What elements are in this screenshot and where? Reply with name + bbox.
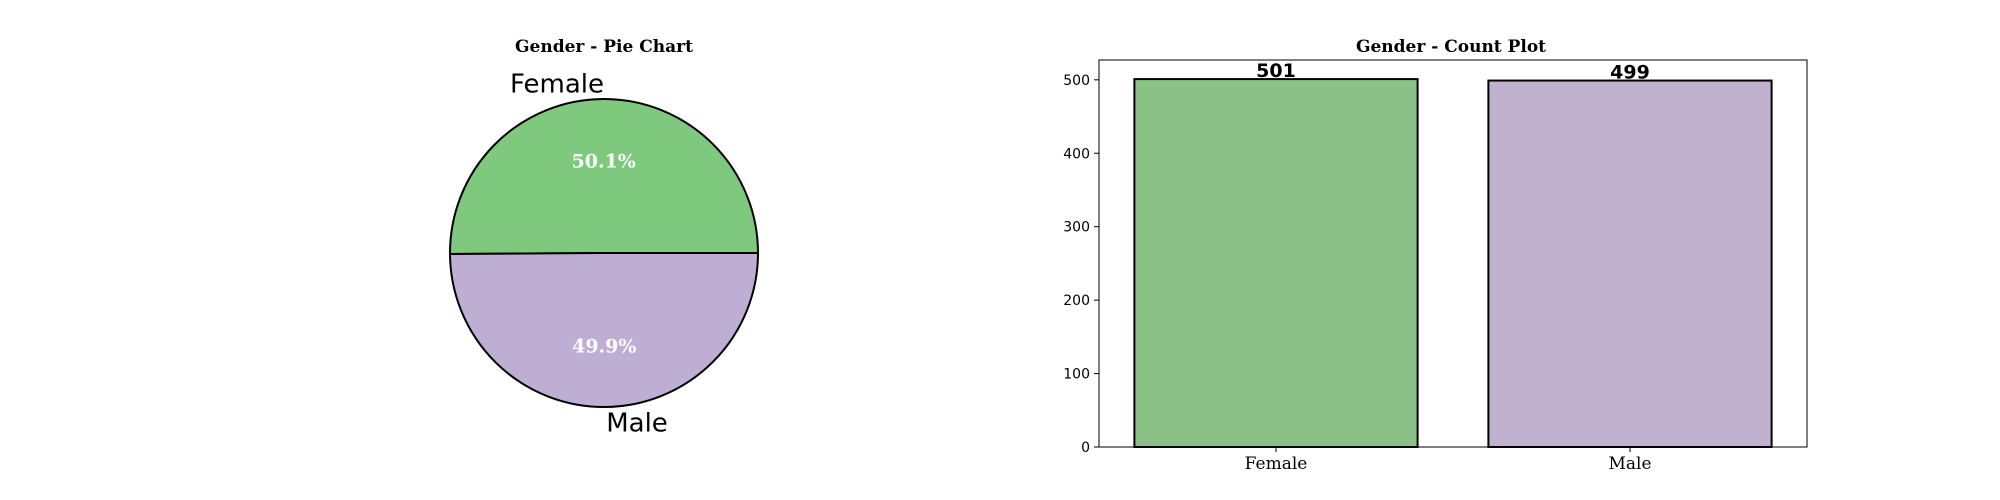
x-axis: Female Male	[1245, 447, 1652, 474]
y-tick-label: 0	[1081, 440, 1090, 456]
y-tick-label: 400	[1063, 146, 1090, 162]
bar-value-female: 501	[1256, 60, 1296, 82]
y-tick-label: 200	[1063, 293, 1090, 309]
pie-slice-male	[449, 252, 759, 408]
y-tick-label: 300	[1063, 220, 1090, 236]
y-tick-label: 500	[1063, 73, 1090, 89]
pie-label-male: Male	[606, 408, 668, 438]
y-tick-label: 100	[1063, 367, 1090, 383]
count-plot: Gender - Count Plot 501 499 0 100 200 30…	[1063, 37, 1808, 474]
pie-chart-title: Gender - Pie Chart	[515, 37, 693, 57]
x-tick-label-female: Female	[1245, 454, 1308, 474]
count-plot-title: Gender - Count Plot	[1356, 37, 1546, 57]
bar-value-male: 499	[1610, 62, 1650, 84]
pie-percent-male: 49.9%	[572, 335, 636, 357]
bar-male	[1487, 79, 1773, 448]
pie-label-female: Female	[510, 70, 604, 100]
bar-female	[1133, 78, 1419, 448]
pie-chart: Gender - Pie Chart Female Male 50.1% 49.…	[449, 37, 759, 438]
x-tick-label-male: Male	[1608, 454, 1651, 474]
pie-percent-female: 50.1%	[572, 151, 636, 173]
pie-slice-female	[449, 98, 759, 255]
y-axis: 0 100 200 300 400 500	[1063, 73, 1099, 456]
plot-frame	[1098, 59, 1808, 448]
